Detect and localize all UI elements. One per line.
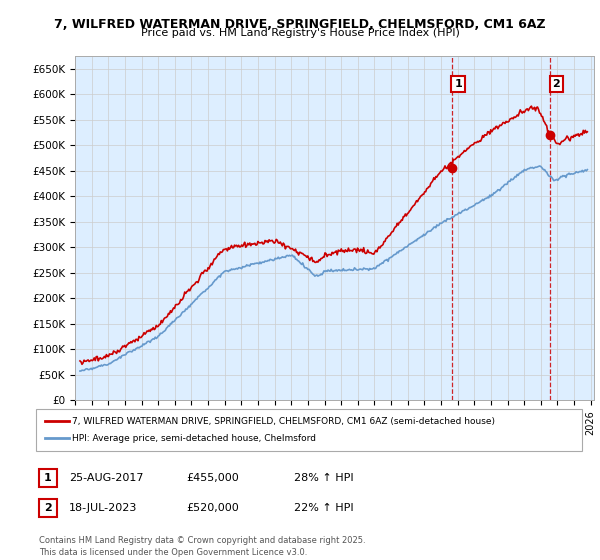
Text: 1: 1 <box>44 473 52 483</box>
Text: £455,000: £455,000 <box>186 473 239 483</box>
Text: HPI: Average price, semi-detached house, Chelmsford: HPI: Average price, semi-detached house,… <box>72 434 316 443</box>
Text: 25-AUG-2017: 25-AUG-2017 <box>69 473 143 483</box>
Text: Contains HM Land Registry data © Crown copyright and database right 2025.
This d: Contains HM Land Registry data © Crown c… <box>39 536 365 557</box>
Text: Price paid vs. HM Land Registry's House Price Index (HPI): Price paid vs. HM Land Registry's House … <box>140 28 460 38</box>
Text: 2: 2 <box>553 79 560 89</box>
Text: 28% ↑ HPI: 28% ↑ HPI <box>294 473 353 483</box>
Text: 7, WILFRED WATERMAN DRIVE, SPRINGFIELD, CHELMSFORD, CM1 6AZ: 7, WILFRED WATERMAN DRIVE, SPRINGFIELD, … <box>54 18 546 31</box>
Text: 22% ↑ HPI: 22% ↑ HPI <box>294 503 353 513</box>
Text: £520,000: £520,000 <box>186 503 239 513</box>
Text: 18-JUL-2023: 18-JUL-2023 <box>69 503 137 513</box>
Text: 7, WILFRED WATERMAN DRIVE, SPRINGFIELD, CHELMSFORD, CM1 6AZ (semi-detached house: 7, WILFRED WATERMAN DRIVE, SPRINGFIELD, … <box>72 417 495 426</box>
Text: 1: 1 <box>454 79 462 89</box>
Text: 2: 2 <box>44 503 52 513</box>
